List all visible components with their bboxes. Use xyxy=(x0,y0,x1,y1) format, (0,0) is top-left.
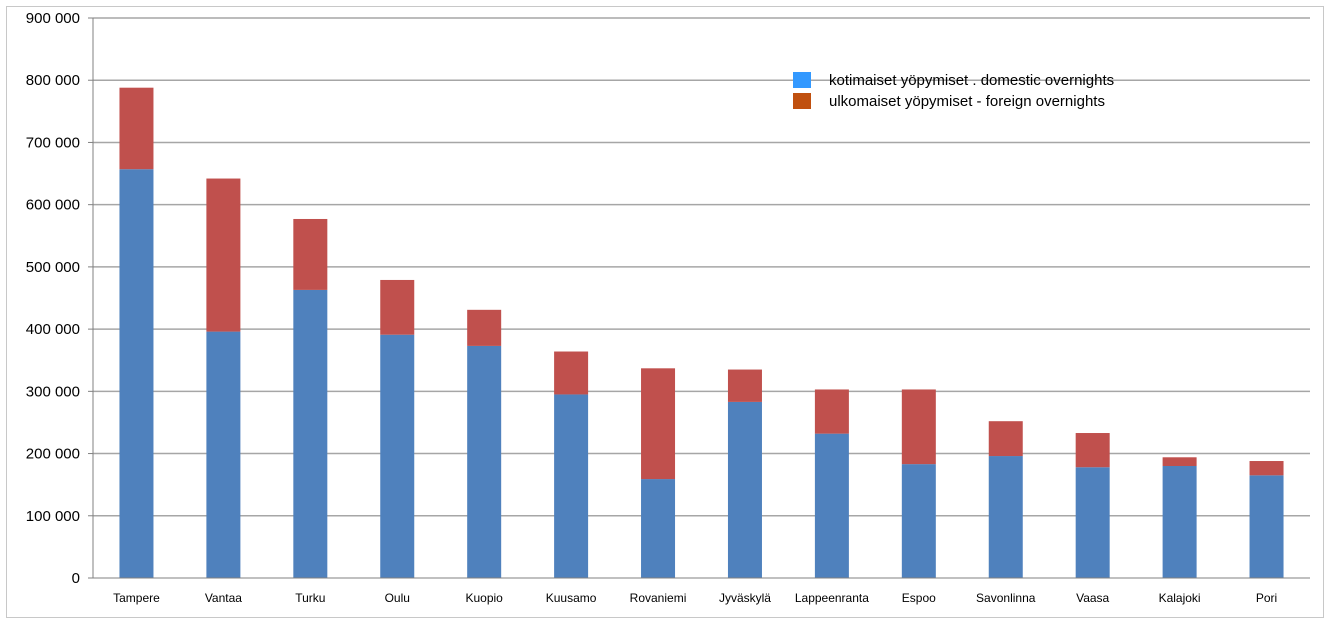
bar-foreign xyxy=(467,309,502,346)
bar-foreign xyxy=(641,368,676,480)
bar-domestic xyxy=(1162,466,1197,578)
y-tick-label: 100 000 xyxy=(26,508,80,525)
legend-label: ulkomaiset yöpymiset - foreign overnight… xyxy=(829,93,1105,110)
y-tick-label: 500 000 xyxy=(26,259,80,276)
axes xyxy=(92,18,1310,579)
bar-domestic xyxy=(1249,475,1284,578)
bar-foreign xyxy=(814,389,849,434)
x-tick-label: Turku xyxy=(295,591,325,605)
y-tick-label: 800 000 xyxy=(26,72,80,89)
y-axis-ticks: 0 100 000 200 000 300 000 400 000 500 000 600 … xyxy=(26,10,93,587)
y-tick-label: 200 000 xyxy=(26,446,80,463)
y-tick-label: 300 000 xyxy=(26,383,80,400)
x-tick-label: Oulu xyxy=(385,591,410,605)
x-tick-label: Lappeenranta xyxy=(795,591,869,605)
bar-foreign xyxy=(727,369,762,402)
x-tick-label: Kuopio xyxy=(465,591,503,605)
x-tick-label: Vaasa xyxy=(1076,591,1109,605)
legend: kotimaiset yöpymiset . domestic overnigh… xyxy=(793,72,1114,110)
chart-frame xyxy=(6,6,1324,618)
bar-foreign xyxy=(988,421,1023,457)
x-tick-label: Pori xyxy=(1256,591,1277,605)
bar-domestic xyxy=(467,345,502,578)
legend-swatch xyxy=(793,72,811,88)
x-axis-labels: Tampere Vantaa Turku Oulu Kuopio Kuusamo Rovan… xyxy=(113,591,1277,605)
bar-foreign xyxy=(1249,461,1284,476)
bar-domestic xyxy=(380,334,415,578)
bar-domestic xyxy=(814,433,849,578)
x-tick-label: Vantaa xyxy=(205,591,242,605)
x-tick-label: Savonlinna xyxy=(976,591,1036,605)
bar-domestic xyxy=(901,464,936,578)
bar-foreign xyxy=(293,218,328,290)
x-tick-label: Espoo xyxy=(902,591,936,605)
x-tick-label: Rovaniemi xyxy=(630,591,687,605)
bar-domestic xyxy=(727,401,762,578)
bar-foreign xyxy=(380,279,415,335)
y-tick-label: 700 000 xyxy=(26,134,80,151)
y-tick-label: 600 000 xyxy=(26,197,80,214)
y-tick-label: 0 xyxy=(72,570,80,587)
bar-domestic xyxy=(1075,467,1110,578)
legend-label: kotimaiset yöpymiset . domestic overnigh… xyxy=(829,72,1114,89)
gridlines xyxy=(93,17,1310,517)
x-tick-label: Kalajoki xyxy=(1159,591,1201,605)
bar-domestic xyxy=(554,394,589,578)
bar-foreign xyxy=(1162,457,1197,466)
bar-foreign xyxy=(206,178,241,332)
bar-domestic xyxy=(293,289,328,578)
y-tick-label: 900 000 xyxy=(26,10,80,27)
bars xyxy=(119,87,1284,578)
bar-domestic xyxy=(206,331,241,578)
x-tick-label: Jyväskylä xyxy=(719,591,771,605)
bar-foreign xyxy=(119,87,154,170)
x-tick-label: Kuusamo xyxy=(546,591,597,605)
bar-foreign xyxy=(554,351,589,395)
bar-foreign xyxy=(1075,433,1110,468)
bar-domestic xyxy=(119,169,154,578)
legend-swatch xyxy=(793,93,811,109)
bar-foreign xyxy=(901,389,936,465)
bar-domestic xyxy=(988,456,1023,578)
x-tick-label: Tampere xyxy=(113,591,160,605)
y-tick-label: 400 000 xyxy=(26,321,80,338)
bar-domestic xyxy=(641,479,676,578)
